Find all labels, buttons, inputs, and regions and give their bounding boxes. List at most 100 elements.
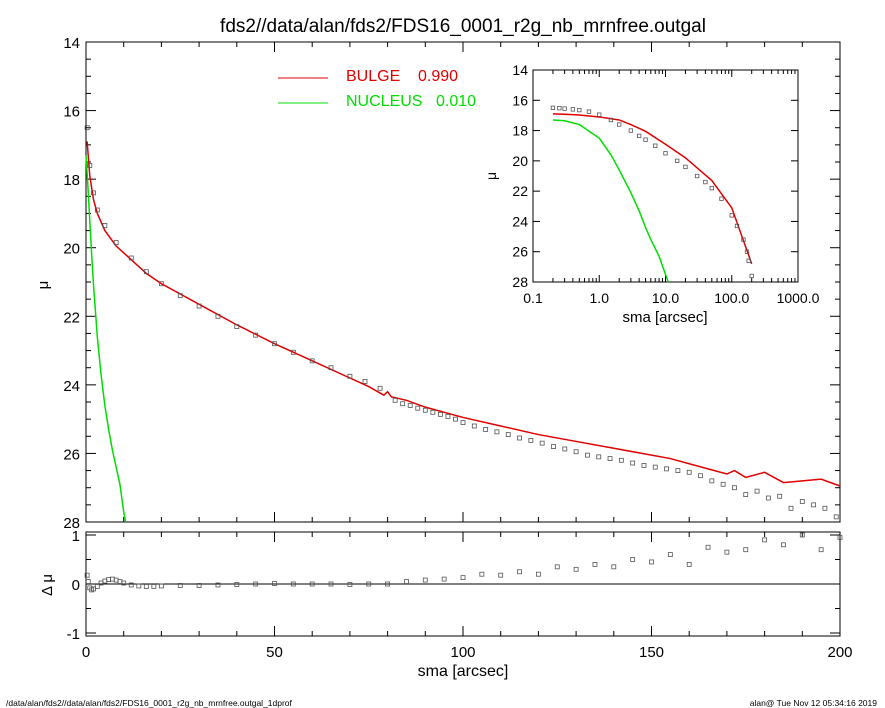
residual-data-point — [479, 571, 485, 577]
main-y-tick-label: 24 — [63, 378, 80, 395]
main-nucleus-line — [85, 155, 127, 523]
residual-data-point — [611, 564, 617, 570]
main-data-point — [596, 454, 602, 460]
residual-data-point — [573, 566, 579, 572]
inset-x-tick-label: 10.0 — [652, 290, 679, 306]
main-data-point — [400, 401, 406, 407]
main-data-point — [430, 409, 436, 415]
main-data-point — [652, 464, 658, 470]
main-data-point — [811, 502, 817, 508]
main-data-point — [94, 207, 100, 213]
main-data-point — [437, 411, 443, 417]
main-data-point — [234, 324, 240, 329]
inset-data-point — [617, 122, 622, 127]
main-data-point — [630, 460, 636, 466]
inset-x-tick-label: 100.0 — [714, 290, 749, 306]
main-data-point — [539, 440, 545, 446]
inset-y-tick-label: 18 — [512, 123, 528, 139]
inset-data-point — [570, 107, 576, 112]
main-plot: 14 16 18 20 22 24 26 28 μ BULGE 0.990 NUCLEUS 0… — [35, 35, 841, 532]
residual-series — [84, 532, 843, 593]
main-data-point — [709, 478, 715, 484]
residual-data-point — [158, 583, 164, 589]
residual-data-point — [667, 552, 673, 557]
inset-data-point — [636, 133, 642, 139]
main-data-point — [788, 505, 794, 511]
legend-bulge-label: BULGE — [346, 68, 400, 85]
main-y-tick-label: 20 — [63, 241, 80, 258]
residual-data-point — [536, 571, 541, 577]
footer-path: /data/alan/fds2//data/alan/fds2/FDS16_00… — [6, 698, 293, 708]
main-data-point — [460, 420, 466, 425]
inset-x-tick-label: 1.0 — [590, 290, 610, 306]
main-data-point — [732, 485, 737, 491]
residual-data-point — [818, 547, 824, 553]
residual-data-point — [498, 572, 504, 578]
residual-data-point — [177, 583, 183, 588]
inset-y-tick-label: 26 — [512, 244, 528, 260]
main-data-point — [290, 349, 296, 355]
residual-data-point — [234, 582, 240, 587]
legend-bulge-value: 0.990 — [418, 68, 458, 85]
main-y-tick-label: 26 — [63, 446, 80, 463]
main-data-point — [272, 341, 277, 347]
inset-nucleus-line — [552, 119, 669, 283]
main-series — [84, 125, 841, 523]
main-data-point — [562, 446, 568, 452]
inset-data-point — [746, 258, 751, 263]
residual-data-point — [91, 586, 96, 592]
main-data-point — [84, 125, 90, 131]
inset-data-point — [675, 158, 680, 164]
residual-data-point — [151, 584, 157, 589]
main-y-tick-label: 28 — [63, 515, 80, 532]
inset-data-point — [562, 106, 567, 111]
main-data-point — [158, 281, 164, 287]
residual-data-point — [441, 576, 447, 582]
main-data-point — [253, 332, 259, 338]
main-y-tick-label: 18 — [63, 172, 80, 189]
inset-bulge-line — [552, 113, 753, 265]
residual-data-point — [309, 581, 315, 587]
main-data-point — [777, 493, 783, 499]
x-tick-label: 0 — [82, 644, 90, 661]
residual-data-point — [196, 583, 202, 588]
residual-data-point — [385, 581, 391, 587]
main-data-point — [551, 444, 556, 449]
main-data-point — [196, 303, 202, 309]
main-data-point — [743, 492, 749, 497]
inset-y-tick-label: 14 — [512, 62, 528, 78]
residual-data-point — [143, 584, 149, 589]
legend-nucleus-label: NUCLEUS — [346, 93, 422, 110]
residual-y-tick-label: -1 — [67, 626, 80, 643]
inset-data-point — [557, 106, 562, 111]
residual-data-point — [460, 575, 466, 581]
inset-data-point — [683, 164, 688, 170]
main-data-point — [102, 223, 108, 228]
inset-data-point — [719, 196, 724, 201]
inset-y-tick-label: 24 — [512, 213, 528, 229]
main-y-tick-label: 22 — [63, 309, 80, 326]
main-data-point — [517, 435, 522, 441]
main-data-point — [607, 456, 613, 461]
inset-data-point — [729, 213, 734, 218]
residual-y-tick-label: 0 — [72, 577, 80, 594]
x-tick-label: 50 — [266, 644, 283, 661]
inset-data-point — [741, 237, 746, 242]
main-data-point — [113, 240, 119, 245]
main-data-point — [453, 416, 458, 422]
x-tick-label: 100 — [450, 644, 475, 661]
residual-data-point — [630, 557, 636, 562]
inset-data-point — [653, 143, 658, 148]
main-data-point — [215, 313, 221, 319]
residual-data-point — [517, 569, 522, 575]
residual-data-point — [724, 549, 730, 555]
inset-data-point — [703, 179, 708, 185]
main-data-point — [833, 514, 839, 520]
legend: BULGE 0.990 NUCLEUS 0.010 — [278, 68, 476, 110]
residual-data-point — [705, 544, 711, 550]
inset-data-point — [628, 128, 634, 133]
residual-y-tick-label: 1 — [72, 528, 80, 545]
x-tick-label: 200 — [827, 644, 852, 661]
